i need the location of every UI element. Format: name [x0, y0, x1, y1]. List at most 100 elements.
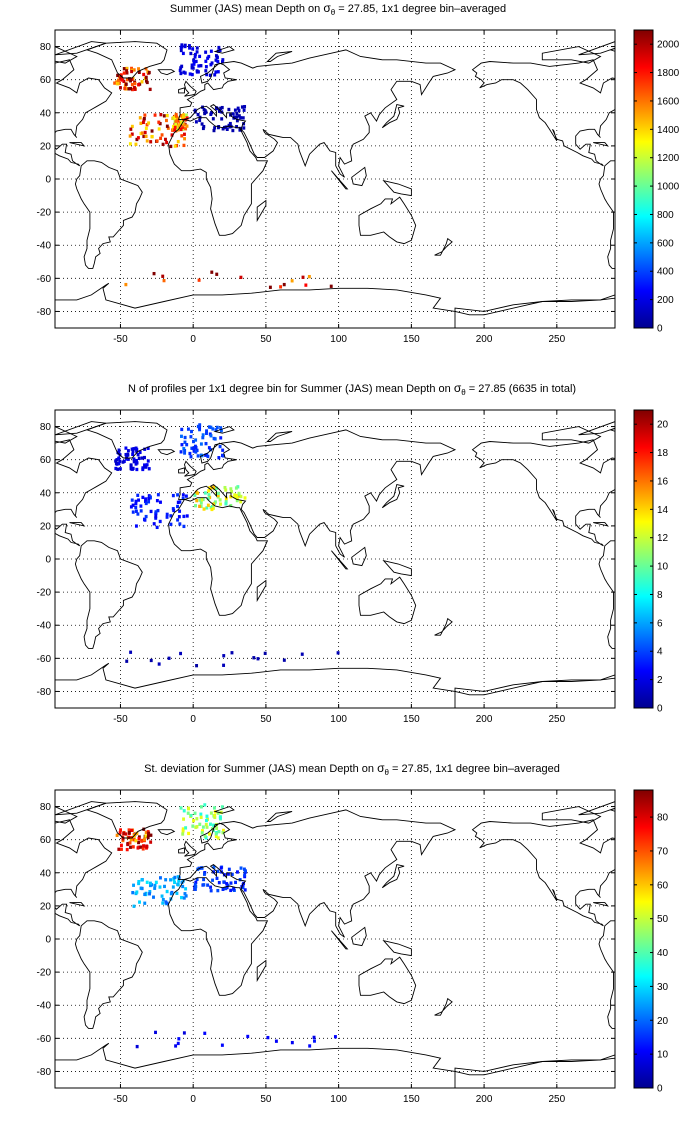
bin-cell [136, 136, 140, 140]
bin-cell [125, 78, 129, 82]
bin-cell [134, 499, 138, 504]
coastline [598, 920, 615, 1029]
colorbar-tick-label: 400 [657, 267, 674, 278]
bin-cell [143, 447, 147, 451]
coastline [471, 439, 615, 547]
y-tick-label: -20 [37, 208, 52, 219]
coastline [454, 674, 615, 708]
bin-cell [137, 498, 141, 502]
bin-cell [229, 487, 233, 491]
bin-cell [184, 113, 188, 117]
bin-cell [239, 275, 243, 280]
bin-cell [274, 1039, 278, 1043]
bin-cell [171, 885, 175, 889]
bin-cell [130, 83, 134, 87]
bin-cell [140, 878, 144, 882]
bin-cell [201, 126, 205, 131]
bin-cell [165, 140, 169, 145]
bin-cell [129, 650, 133, 654]
bin-cell [203, 803, 207, 807]
coastline [454, 294, 615, 328]
bin-cell [218, 815, 222, 819]
coastline [598, 540, 615, 649]
bin-cell [141, 847, 145, 851]
panel-title: St. deviation for Summer (JAS) mean Dept… [144, 761, 560, 777]
bin-cell [137, 881, 141, 886]
bin-cell [130, 828, 134, 833]
bin-cell [205, 429, 209, 433]
coastlines [55, 421, 696, 708]
bin-cell [144, 126, 148, 130]
bin-cell [139, 886, 143, 890]
bin-cell [114, 461, 118, 466]
bin-cell [187, 44, 191, 48]
bin-cell [163, 884, 166, 889]
bin-cell [182, 143, 186, 148]
bin-cell [235, 496, 239, 500]
y-tick-label: -40 [37, 621, 52, 632]
bin-cell [177, 515, 181, 519]
y-tick-label: 60 [40, 75, 52, 86]
bin-cell [175, 125, 179, 129]
bin-cell [142, 837, 146, 841]
bin-cell [134, 502, 138, 506]
bin-cell [241, 883, 245, 887]
bin-cell [235, 115, 239, 119]
colorbar-tick-label: 12 [657, 533, 669, 544]
bin-cell [122, 831, 126, 835]
bin-cell [235, 125, 239, 129]
bin-cell [187, 831, 191, 836]
y-tick-label: 60 [40, 455, 52, 466]
bin-cell [221, 60, 224, 64]
bin-cell [333, 1035, 337, 1039]
bin-cell [181, 884, 185, 889]
bin-cell [143, 130, 147, 135]
bin-cell [172, 508, 176, 513]
coastline [593, 142, 609, 147]
y-tick-label: 40 [40, 488, 52, 499]
bin-cell [116, 467, 120, 471]
bin-cell [142, 72, 146, 77]
bin-cell [165, 889, 169, 894]
bin-cell [135, 831, 139, 836]
bin-cell [159, 113, 163, 117]
bin-cell [215, 272, 219, 276]
bin-cell [208, 485, 212, 490]
bin-cell [138, 116, 142, 120]
bin-cell [131, 87, 134, 92]
coastline [351, 166, 367, 187]
bin-cell [224, 496, 228, 501]
bin-cell [179, 651, 183, 656]
coastline [55, 426, 78, 444]
bin-cell [174, 112, 178, 117]
bin-cell [198, 504, 202, 509]
bin-cell [190, 72, 194, 77]
bin-cell [132, 447, 136, 451]
bin-cell [279, 285, 283, 289]
bin-cell [154, 510, 158, 514]
bin-cell [217, 456, 221, 460]
bin-cell [214, 54, 218, 58]
bin-cell [117, 448, 121, 452]
bin-cell [199, 442, 203, 446]
bin-cell [161, 274, 165, 278]
bin-cell [203, 834, 207, 838]
bin-cell [193, 55, 197, 59]
bin-cell [137, 83, 141, 87]
bin-cell [165, 124, 169, 128]
bin-cell [221, 454, 225, 458]
bin-cell [216, 70, 220, 74]
coastline [682, 450, 696, 455]
bin-cell [252, 656, 256, 660]
bin-cell [232, 887, 236, 891]
bin-cell [182, 123, 186, 127]
bin-cell [143, 465, 147, 469]
bin-cell [145, 463, 149, 467]
bin-cell [139, 121, 143, 125]
x-tick-label: -50 [113, 334, 128, 345]
x-tick-label: 200 [476, 334, 493, 345]
bin-cell [176, 139, 180, 144]
colorbar-tick-label: 80 [657, 813, 669, 824]
bin-cell [240, 105, 244, 109]
bin-cell [123, 86, 127, 91]
